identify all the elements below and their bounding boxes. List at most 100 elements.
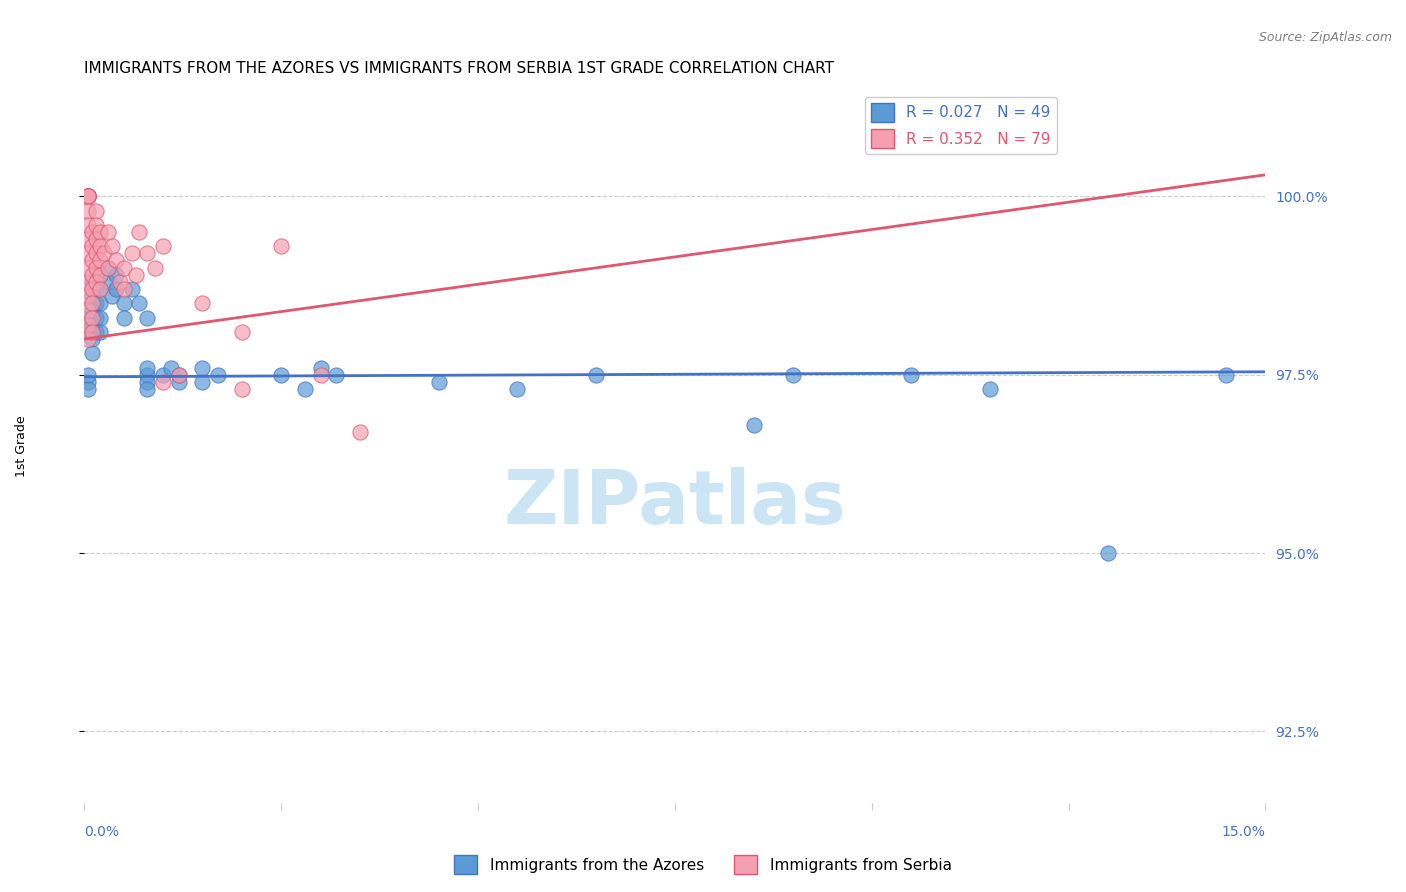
Point bbox=[82, 318, 104, 332]
Point bbox=[77, 189, 100, 203]
Point bbox=[101, 239, 124, 253]
Point bbox=[152, 375, 174, 389]
Point bbox=[77, 189, 100, 203]
Point bbox=[782, 368, 804, 382]
Point bbox=[82, 346, 104, 360]
Point bbox=[167, 368, 190, 382]
Point bbox=[84, 218, 107, 232]
Point bbox=[167, 368, 190, 382]
Point bbox=[77, 332, 100, 346]
Point bbox=[84, 203, 107, 218]
Point bbox=[89, 282, 111, 296]
Point bbox=[77, 310, 100, 325]
Point bbox=[349, 425, 371, 439]
Point bbox=[112, 282, 135, 296]
Point bbox=[82, 310, 104, 325]
Point bbox=[104, 282, 127, 296]
Text: 0.0%: 0.0% bbox=[84, 825, 120, 839]
Point bbox=[77, 189, 100, 203]
Point bbox=[77, 303, 100, 318]
Point bbox=[89, 225, 111, 239]
Point bbox=[82, 253, 104, 268]
Point bbox=[77, 189, 100, 203]
Point bbox=[93, 246, 115, 260]
Point bbox=[979, 382, 1001, 396]
Point bbox=[77, 189, 100, 203]
Text: ZIPatlas: ZIPatlas bbox=[503, 467, 846, 540]
Point bbox=[124, 268, 146, 282]
Point bbox=[191, 360, 214, 375]
Point bbox=[160, 360, 183, 375]
Point bbox=[89, 239, 111, 253]
Point bbox=[136, 246, 159, 260]
Point bbox=[207, 368, 229, 382]
Point bbox=[84, 282, 107, 296]
Point bbox=[89, 296, 111, 310]
Legend: Immigrants from the Azores, Immigrants from Serbia: Immigrants from the Azores, Immigrants f… bbox=[449, 849, 957, 880]
Point bbox=[1215, 368, 1237, 382]
Point bbox=[82, 275, 104, 289]
Text: Source: ZipAtlas.com: Source: ZipAtlas.com bbox=[1258, 31, 1392, 45]
Point bbox=[77, 203, 100, 218]
Point bbox=[82, 332, 104, 346]
Point bbox=[104, 268, 127, 282]
Point bbox=[82, 325, 104, 339]
Point bbox=[77, 232, 100, 246]
Point bbox=[84, 260, 107, 275]
Point bbox=[136, 310, 159, 325]
Point bbox=[128, 225, 150, 239]
Point bbox=[77, 375, 100, 389]
Text: 1st Grade: 1st Grade bbox=[14, 415, 28, 477]
Point bbox=[136, 368, 159, 382]
Point bbox=[82, 282, 104, 296]
Point bbox=[152, 239, 174, 253]
Point bbox=[97, 260, 120, 275]
Legend: R = 0.027   N = 49, R = 0.352   N = 79: R = 0.027 N = 49, R = 0.352 N = 79 bbox=[865, 97, 1057, 154]
Point bbox=[89, 268, 111, 282]
Point bbox=[84, 232, 107, 246]
Point bbox=[89, 282, 111, 296]
Point bbox=[84, 325, 107, 339]
Point bbox=[77, 189, 100, 203]
Point bbox=[77, 289, 100, 303]
Point bbox=[77, 260, 100, 275]
Point bbox=[84, 310, 107, 325]
Point bbox=[136, 375, 159, 389]
Point bbox=[104, 253, 127, 268]
Point bbox=[77, 382, 100, 396]
Point bbox=[136, 382, 159, 396]
Point bbox=[89, 325, 111, 339]
Point bbox=[112, 296, 135, 310]
Point bbox=[128, 296, 150, 310]
Point bbox=[309, 360, 332, 375]
Point bbox=[77, 189, 100, 203]
Text: 15.0%: 15.0% bbox=[1222, 825, 1265, 839]
Point bbox=[77, 325, 100, 339]
Point bbox=[427, 375, 450, 389]
Point bbox=[742, 417, 765, 432]
Point bbox=[270, 239, 292, 253]
Point bbox=[89, 310, 111, 325]
Point bbox=[121, 282, 143, 296]
Point bbox=[89, 268, 111, 282]
Point bbox=[97, 275, 120, 289]
Point bbox=[167, 375, 190, 389]
Point bbox=[270, 368, 292, 382]
Point bbox=[82, 239, 104, 253]
Point bbox=[77, 189, 100, 203]
Point bbox=[82, 289, 104, 303]
Point bbox=[77, 318, 100, 332]
Point bbox=[77, 275, 100, 289]
Point bbox=[82, 268, 104, 282]
Point bbox=[97, 225, 120, 239]
Point bbox=[112, 310, 135, 325]
Point bbox=[77, 218, 100, 232]
Point bbox=[84, 296, 107, 310]
Point bbox=[231, 325, 253, 339]
Point bbox=[231, 382, 253, 396]
Point bbox=[84, 246, 107, 260]
Point bbox=[136, 360, 159, 375]
Point bbox=[325, 368, 347, 382]
Point bbox=[1097, 546, 1119, 560]
Point bbox=[121, 246, 143, 260]
